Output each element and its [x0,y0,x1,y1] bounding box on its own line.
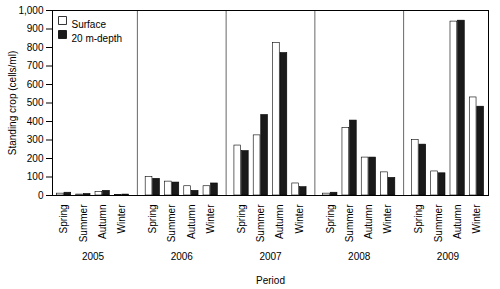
svg-text:100: 100 [27,171,44,182]
svg-text:Standing crop (cells/ml): Standing crop (cells/ml) [7,51,18,155]
svg-text:Winter: Winter [294,204,305,234]
svg-text:Summer: Summer [433,204,444,242]
svg-text:2005: 2005 [82,251,105,262]
svg-text:Summer: Summer [166,204,177,242]
svg-text:Autumn: Autumn [186,205,197,239]
svg-text:Autumn: Autumn [363,205,374,239]
svg-text:Winter: Winter [205,204,216,234]
svg-text:Spring: Spring [147,205,158,234]
svg-text:Autumn: Autumn [452,205,463,239]
svg-text:Surface: Surface [72,19,107,30]
svg-text:Winter: Winter [382,204,393,234]
svg-text:600: 600 [27,79,44,90]
svg-text:2009: 2009 [437,251,460,262]
svg-text:Autumn: Autumn [97,205,108,239]
svg-text:Winter: Winter [116,204,127,234]
svg-text:Spring: Spring [236,205,247,234]
svg-text:2007: 2007 [259,251,282,262]
svg-text:2006: 2006 [171,251,194,262]
svg-text:500: 500 [27,97,44,108]
svg-text:900: 900 [27,23,44,34]
svg-text:20 m-depth: 20 m-depth [72,33,123,44]
svg-text:Summer: Summer [255,204,266,242]
svg-text:Spring: Spring [58,205,69,234]
svg-text:400: 400 [27,116,44,127]
svg-text:Spring: Spring [413,205,424,234]
svg-text:Winter: Winter [471,204,482,234]
svg-text:1,000: 1,000 [18,5,43,16]
svg-text:0: 0 [38,190,44,201]
svg-text:300: 300 [27,134,44,145]
svg-text:800: 800 [27,42,44,53]
svg-text:Spring: Spring [325,205,336,234]
svg-text:Summer: Summer [78,204,89,242]
svg-text:Period: Period [256,275,285,286]
svg-text:2008: 2008 [348,251,371,262]
svg-text:Autumn: Autumn [274,205,285,239]
svg-text:700: 700 [27,60,44,71]
svg-text:Summer: Summer [344,204,355,242]
svg-text:200: 200 [27,153,44,164]
